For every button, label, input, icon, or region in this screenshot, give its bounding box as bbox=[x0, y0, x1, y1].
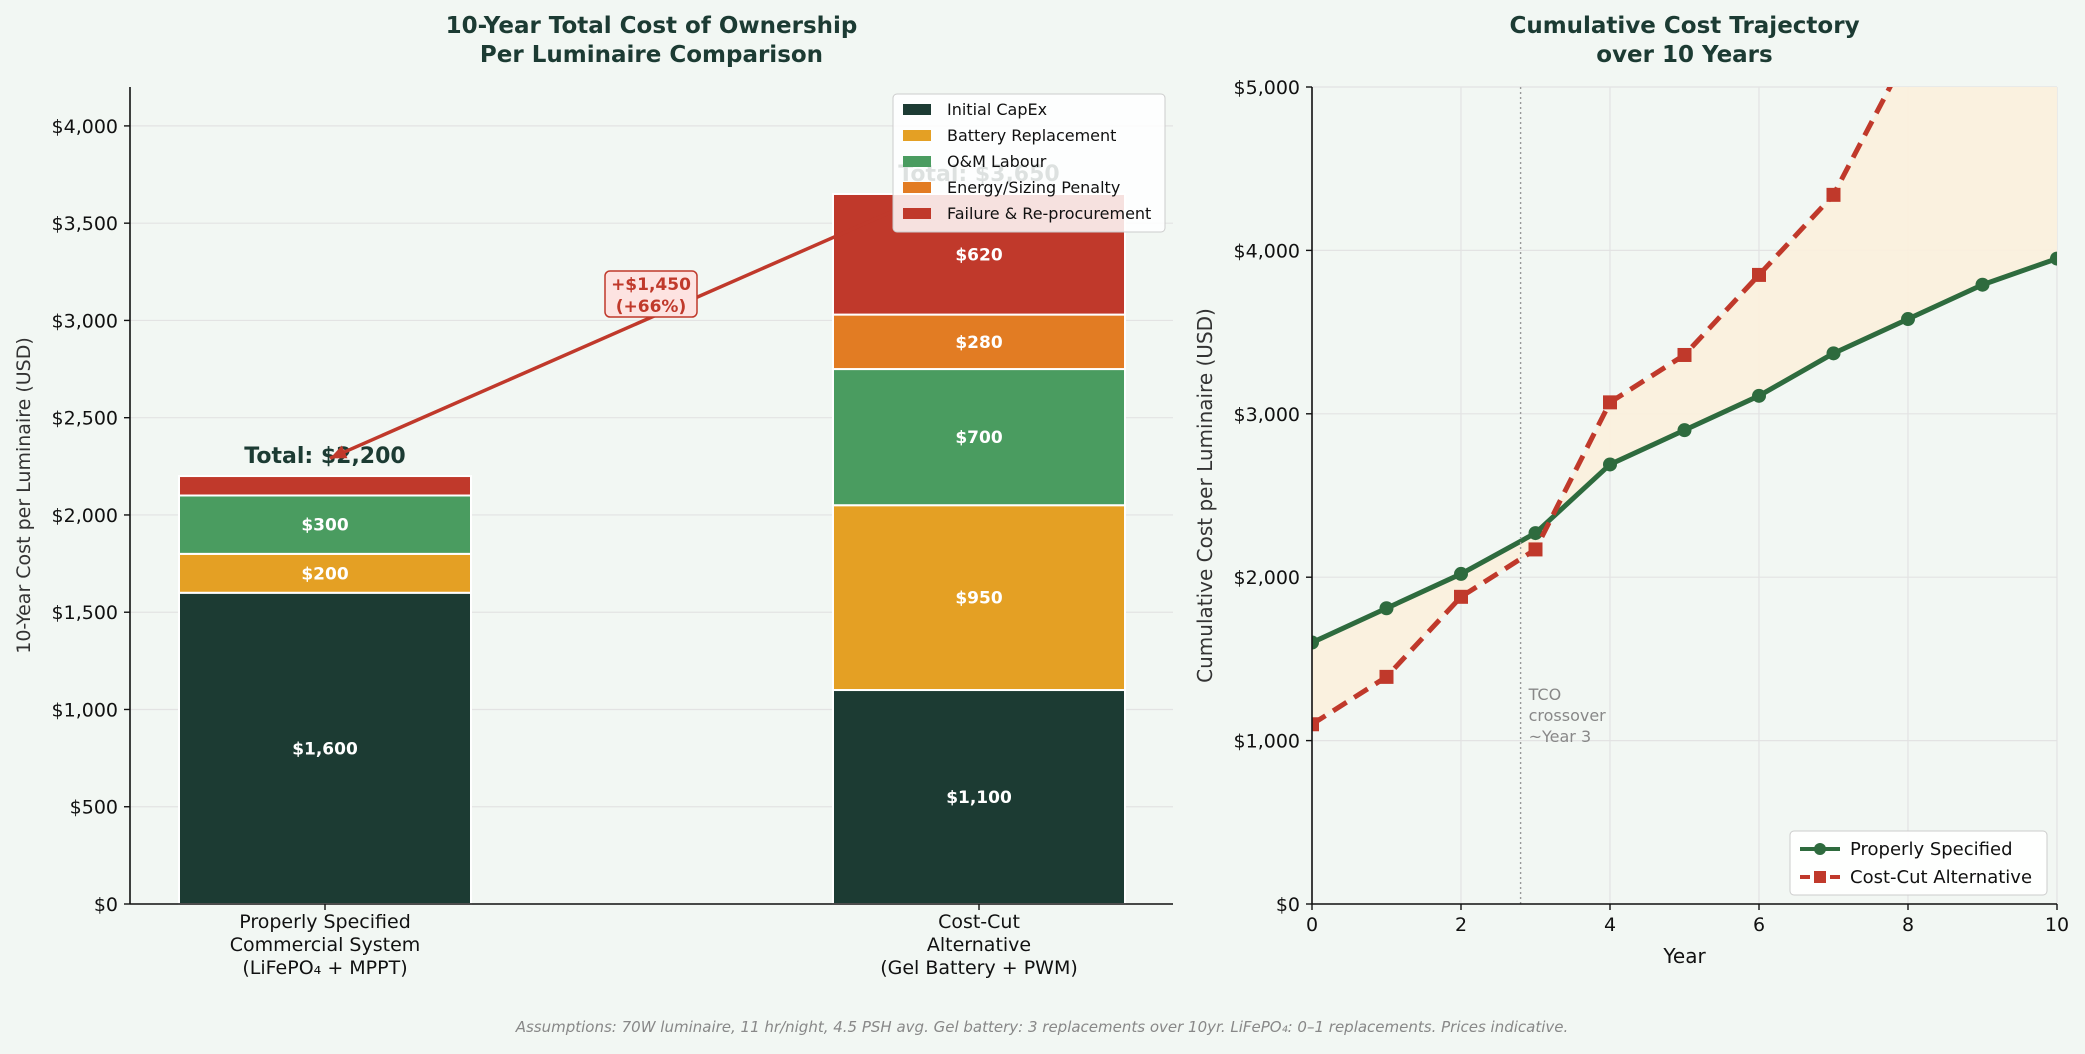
segment-label: $950 bbox=[955, 589, 1002, 609]
y-tick-label: $2,000 bbox=[52, 505, 118, 527]
data-point bbox=[1312, 635, 1319, 650]
data-point bbox=[1975, 277, 1990, 292]
x-tick-label: Cost-Cut Alternative (Gel Battery + PWM) bbox=[880, 911, 1078, 979]
data-point bbox=[1454, 589, 1468, 604]
x-axis-label: Year bbox=[1662, 944, 1706, 968]
x-tick-label: 8 bbox=[1902, 914, 1914, 936]
legend-box bbox=[892, 93, 1166, 233]
legend-label: Battery Replacement bbox=[947, 126, 1116, 145]
plot-area bbox=[1312, 0, 2057, 732]
legend-marker bbox=[1814, 843, 1826, 855]
x-tick-label: 2 bbox=[1455, 914, 1467, 936]
bar-chart: $1,600 $200 $300 $1,100 $950 $700 $280 $620 Tota… bbox=[13, 13, 1173, 979]
x-tick-label: Properly Specified Commercial System (LiFe… bbox=[230, 911, 421, 979]
segment-label: $300 bbox=[301, 516, 348, 536]
segment-label: $200 bbox=[301, 564, 348, 584]
legend-marker bbox=[1814, 871, 1826, 883]
legend-swatch bbox=[903, 156, 931, 167]
legend-label: Properly Specified bbox=[1850, 839, 2013, 860]
data-point bbox=[1379, 601, 1394, 616]
data-point bbox=[1312, 717, 1319, 732]
x-tick-label: 4 bbox=[1604, 914, 1616, 936]
data-point bbox=[1752, 267, 1766, 282]
data-point bbox=[2050, 251, 2057, 266]
data-point bbox=[1603, 395, 1617, 410]
y-tick-label: $1,500 bbox=[52, 602, 118, 624]
bar-segment bbox=[178, 591, 472, 905]
footnote: Assumptions: 70W luminaire, 11 hr/night,… bbox=[515, 1018, 1569, 1036]
y-tick-label: $0 bbox=[1276, 894, 1300, 916]
data-point bbox=[1826, 187, 1841, 202]
y-tick-label: $3,000 bbox=[1234, 404, 1300, 426]
line-chart: TCO crossover ~Year 3 $0 $1,000 $2,000 $3,000 $… bbox=[1193, 0, 2069, 968]
y-tick-label: $3,000 bbox=[52, 310, 118, 332]
difference-fill bbox=[1312, 87, 2057, 725]
segment-label: $620 bbox=[955, 245, 1002, 265]
data-point bbox=[1976, 0, 1990, 12]
y-tick-label: $2,500 bbox=[52, 408, 118, 430]
data-point bbox=[1528, 542, 1543, 557]
y-tick-label: $1,000 bbox=[52, 699, 118, 721]
x-tick-label: 0 bbox=[1306, 914, 1318, 936]
x-tick-label: 10 bbox=[2045, 914, 2069, 936]
legend-label: Initial CapEx bbox=[947, 100, 1047, 119]
bar-segment bbox=[832, 504, 1126, 692]
data-point bbox=[1901, 312, 1915, 327]
y-tick-label: $2,000 bbox=[1234, 567, 1300, 589]
chart-title: Cumulative Cost Trajectory over 10 Years bbox=[1509, 13, 1859, 68]
bar-segment bbox=[178, 552, 472, 594]
legend-label: O&M Labour bbox=[947, 152, 1047, 171]
total-label: Total: $2,200 bbox=[244, 444, 405, 469]
y-tick-label: $4,000 bbox=[52, 116, 118, 138]
legend-swatch bbox=[903, 130, 931, 141]
data-point bbox=[1454, 566, 1468, 581]
data-point bbox=[1901, 46, 1915, 60]
y-tick-label: $3,500 bbox=[52, 213, 118, 235]
segment-label: $280 bbox=[955, 333, 1002, 353]
y-tick-label: $5,000 bbox=[1234, 77, 1300, 99]
y-axis-label: 10-Year Cost per Luminaire (USD) bbox=[13, 337, 35, 654]
legend-label: Failure & Re-procurement bbox=[947, 204, 1151, 223]
y-tick-label: $0 bbox=[94, 894, 118, 916]
segment-label: $1,600 bbox=[292, 739, 358, 759]
x-tick-label: 6 bbox=[1753, 914, 1765, 936]
chart-title: 10-Year Total Cost of Ownership Per Lumin… bbox=[446, 13, 858, 68]
difference-label: +$1,450 (+66%) bbox=[611, 275, 691, 317]
y-tick-label: $4,000 bbox=[1234, 240, 1300, 262]
legend-box bbox=[1789, 830, 2048, 896]
segment-label: $1,100 bbox=[946, 788, 1012, 808]
y-tick-label: $1,000 bbox=[1234, 731, 1300, 753]
data-point bbox=[1603, 457, 1617, 472]
bar-segment bbox=[178, 475, 472, 497]
data-point bbox=[1752, 388, 1766, 403]
y-tick-label: $500 bbox=[70, 797, 118, 819]
legend: Initial CapEx Battery Replacement O&M Labo… bbox=[892, 93, 1166, 233]
data-point bbox=[1677, 423, 1692, 438]
data-point bbox=[1826, 346, 1841, 361]
crossover-label: TCO crossover ~Year 3 bbox=[1528, 685, 1607, 746]
legend-label: Cost-Cut Alternative bbox=[1850, 867, 2032, 888]
data-point bbox=[1677, 347, 1692, 362]
difference-box bbox=[604, 270, 698, 318]
difference-arrow-line bbox=[329, 200, 915, 460]
segment-label: $700 bbox=[955, 428, 1002, 448]
bar-segment bbox=[832, 368, 1126, 507]
legend: Properly Specified Cost-Cut Alternative bbox=[1789, 830, 2048, 896]
legend-swatch bbox=[903, 104, 931, 115]
legend-swatch bbox=[903, 208, 931, 219]
legend-swatch bbox=[903, 182, 931, 193]
series-line bbox=[1312, 256, 2057, 645]
data-point bbox=[1528, 526, 1543, 541]
difference-arrow-head bbox=[330, 445, 348, 459]
y-axis-label: Cumulative Cost per Luminaire (USD) bbox=[1193, 308, 1217, 683]
data-point bbox=[1379, 669, 1394, 684]
legend-label: Energy/Sizing Penalty bbox=[947, 178, 1120, 197]
